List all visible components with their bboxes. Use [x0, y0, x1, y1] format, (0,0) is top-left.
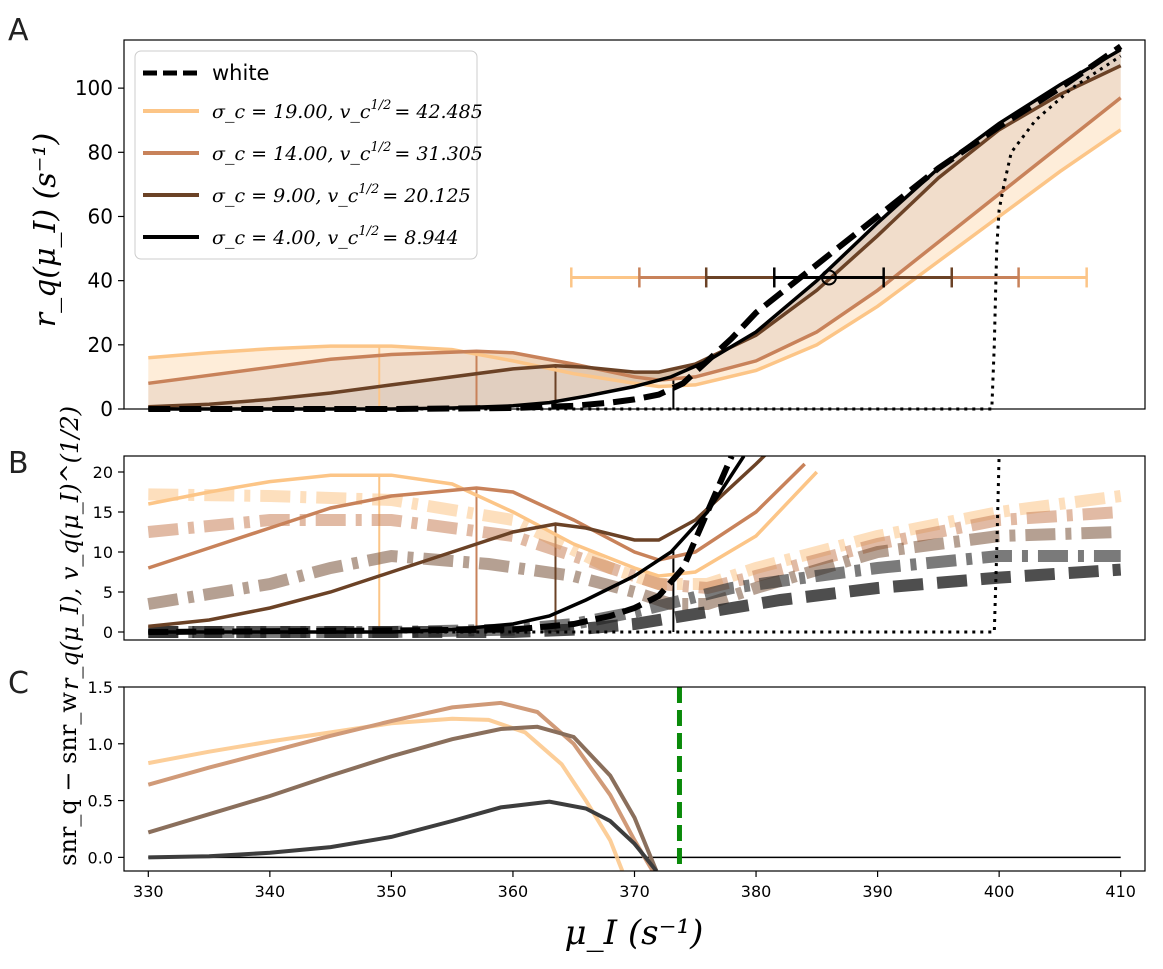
c-xtick-label-380: 380	[741, 882, 772, 901]
c-curve-σc=4	[148, 799, 658, 871]
b-curve-r-white	[148, 456, 735, 635]
legend-label-9: σ_c = 9.00, v_c1/2 = 20.125	[212, 182, 471, 207]
legend: white σ_c = 19.00, v_c1/2 = 42.485 σ_c = …	[134, 50, 483, 260]
b-curve-r-σc=9	[148, 456, 767, 629]
c-xtick-label-360: 360	[498, 882, 529, 901]
c-xtick-label-390: 390	[862, 882, 893, 901]
b-curve-r-σc=14	[147, 462, 806, 570]
c-ytick-label-0: 0.0	[88, 848, 113, 867]
b-curve-v-σc=4	[148, 550, 1121, 638]
panel-c-curves	[147, 687, 1121, 871]
panel-label-b: B	[8, 446, 29, 481]
b-ytick-label-10: 10	[93, 543, 113, 562]
panel-b-frame	[123, 455, 1146, 641]
a-ytick-label-100: 100	[75, 76, 113, 100]
a-curve-σc=9	[148, 64, 1122, 409]
c-curve-σc=19	[147, 716, 625, 871]
c-xtick-label-350: 350	[376, 882, 407, 901]
panel-b-y-ticks: 0 5 10 15 20	[93, 463, 124, 642]
c-curve-σc=9	[147, 724, 659, 871]
panel-c-x-ticks: 330 340 350 360 370 380 390 400 410	[133, 871, 1136, 901]
b-curve-r-σc=19	[147, 470, 819, 578]
band-fill-1	[148, 65, 1121, 407]
c-xtick-label-330: 330	[133, 882, 164, 901]
c-ytick-label-1.5: 1.5	[88, 678, 113, 697]
panel-b-curves	[147, 456, 1122, 638]
a-ytick-label-0: 0	[100, 397, 113, 421]
b-ytick-label-0: 0	[103, 623, 113, 642]
panel-a-errorbars	[570, 267, 1088, 288]
legend-label-white: white	[212, 61, 269, 85]
c-curve-σc=14	[147, 700, 655, 871]
panel-a-y-ticks: 0 20 40 60 80 100	[75, 76, 124, 421]
a-ytick-label-60: 60	[88, 204, 113, 228]
legend-frame	[134, 50, 478, 260]
panel-c-y-ticks: 0.0 0.5 1.0 1.5	[88, 678, 124, 867]
a-ytick-label-80: 80	[88, 140, 113, 164]
legend-label-4: σ_c = 4.00, v_c1/2 = 8.944	[212, 224, 459, 249]
panel-label-a: A	[8, 13, 29, 48]
panel-b-plot: 0 5 10 15 20 r_q(μ_I), v_q(μ_I)^(1/2)	[56, 406, 1146, 690]
legend-label-14: σ_c = 14.00, v_c1/2 = 31.305	[212, 140, 483, 165]
b-ytick-label-15: 15	[93, 503, 113, 522]
b-ytick-label-20: 20	[93, 463, 113, 482]
panel-label-c: C	[8, 666, 29, 701]
c-xtick-label-340: 340	[255, 882, 286, 901]
errorbar-center-marker	[820, 269, 837, 286]
panel-b-ylabel: r_q(μ_I), v_q(μ_I)^(1/2)	[56, 406, 84, 690]
band-fill-0	[148, 97, 1121, 387]
legend-label-19: σ_c = 19.00, v_c1/2 = 42.485	[212, 98, 483, 123]
c-xtick-label-400: 400	[984, 882, 1015, 901]
b-ytick-label-5: 5	[103, 583, 113, 602]
c-ytick-label-1: 1.0	[88, 735, 113, 754]
panel-a-plot: 0 20 40 60 80 100 r_q(μ_I) (s⁻¹) white σ_c = …	[28, 39, 1146, 421]
panel-a-frame	[123, 39, 1146, 410]
panel-a-ylabel: r_q(μ_I) (s⁻¹)	[28, 133, 63, 328]
a-curve-σc=14	[148, 96, 1122, 386]
c-ytick-label-0.5: 0.5	[88, 792, 113, 811]
panel-c-plot: 0.0 0.5 1.0 1.5 330 340 350 360 370 380 390 400 410…	[54, 678, 1146, 953]
a-ytick-label-20: 20	[88, 333, 113, 357]
x-axis-label: μ_I (s⁻¹)	[565, 913, 704, 953]
b-curve-v-σc=14	[147, 506, 1122, 595]
a-ytick-label-40: 40	[88, 269, 113, 293]
b-curve-v-white	[148, 563, 1122, 638]
panel-a-fills	[148, 49, 1121, 409]
b-curve-v-σc=9	[147, 526, 1121, 610]
panel-a-curves	[148, 43, 1123, 412]
panel-c-ylabel: snr_q − snr_w	[54, 692, 82, 866]
c-xtick-label-410: 410	[1105, 882, 1136, 901]
c-xtick-label-370: 370	[619, 882, 650, 901]
